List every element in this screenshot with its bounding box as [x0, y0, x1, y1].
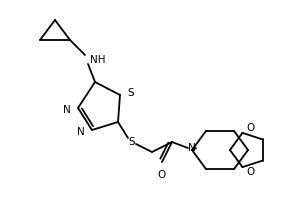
Text: NH: NH: [90, 55, 106, 65]
Text: N: N: [77, 127, 85, 137]
Text: O: O: [246, 123, 255, 133]
Text: O: O: [246, 167, 255, 177]
Text: N: N: [188, 143, 196, 153]
Text: S: S: [129, 137, 135, 147]
Text: O: O: [158, 170, 166, 180]
Text: N: N: [63, 105, 71, 115]
Text: S: S: [127, 88, 134, 98]
